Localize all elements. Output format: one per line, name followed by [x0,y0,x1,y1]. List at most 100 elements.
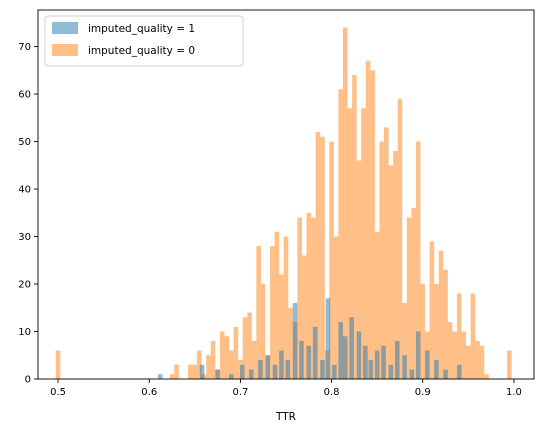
bar-imputed-quality-1 [272,364,278,379]
bar-imputed-quality-0 [447,322,453,379]
bar-imputed-quality-0 [461,331,467,379]
bar-imputed-quality-1 [157,374,163,379]
y-tick-label: 0 [25,375,31,386]
bar-imputed-quality-1 [292,303,298,379]
y-tick-label: 40 [18,185,31,196]
bar-imputed-quality-0 [434,284,439,379]
y-tick-label: 20 [18,280,31,291]
x-tick-label: 1.0 [506,387,522,398]
bar-imputed-quality-1 [258,360,263,379]
bar-imputed-quality-0 [479,345,485,379]
bar-imputed-quality-1 [415,331,421,379]
bar-imputed-quality-0 [379,141,385,379]
bar-imputed-quality-0 [329,141,334,379]
bar-imputed-quality-1 [229,374,234,379]
bar-imputed-quality-1 [285,360,291,379]
bar-imputed-quality-0 [388,165,394,379]
bar-imputed-quality-0 [443,269,448,379]
bar-imputed-quality-0 [452,331,457,379]
bar-imputed-quality-0 [311,217,316,379]
legend: imputed_quality = 1 imputed_quality = 0 [44,15,244,67]
bar-imputed-quality-1 [320,360,325,379]
bar-imputed-quality-0 [270,246,275,379]
bar-imputed-quality-0 [224,336,230,379]
bar-imputed-quality-0 [315,132,321,379]
bar-imputed-quality-0 [384,127,389,379]
bar-imputed-quality-0 [320,136,325,379]
bar-imputed-quality-1 [199,364,205,379]
bar-imputed-quality-1 [363,345,368,379]
bar-imputed-quality-0 [219,331,225,379]
bar-imputed-quality-0 [361,108,366,379]
x-tick-label: 0.7 [232,387,248,398]
bar-imputed-quality-1 [325,298,331,379]
legend-label-imputed-quality-0: imputed_quality = 0 [88,45,195,57]
bar-imputed-quality-0 [306,212,312,379]
bar-imputed-quality-1 [356,331,362,379]
y-tick-label: 60 [18,90,31,101]
bar-imputed-quality-0 [55,350,61,379]
bar-imputed-quality-0 [374,231,380,379]
bar-imputed-quality-0 [429,241,435,379]
bar-imputed-quality-0 [352,75,357,379]
bar-imputed-quality-1 [368,360,374,379]
bar-imputed-quality-1 [306,345,312,379]
bar-imputed-quality-0 [466,345,471,379]
x-tick-label: 0.5 [50,387,66,398]
bar-imputed-quality-0 [301,255,307,379]
bar-imputed-quality-0 [420,284,426,379]
legend-box [44,15,244,67]
bar-imputed-quality-0 [484,374,489,379]
bar-imputed-quality-0 [260,284,266,379]
y-tick-label: 70 [18,42,31,53]
legend-swatch-imputed-quality-1 [52,22,78,34]
bar-imputed-quality-0 [274,231,280,379]
bar-imputed-quality-1 [279,350,284,379]
y-tick-label: 50 [18,137,31,148]
bar-imputed-quality-0 [356,160,362,379]
bar-imputed-quality-1 [381,345,386,379]
x-tick-label: 0.8 [324,387,340,398]
bar-imputed-quality-0 [370,70,375,379]
bar-imputed-quality-0 [283,236,289,379]
bar-imputed-quality-1 [394,341,400,379]
bar-imputed-quality-0 [187,364,193,379]
plot-frame [37,9,535,380]
bar-imputed-quality-1 [402,355,407,379]
x-tick-label: 0.6 [141,387,157,398]
bar-imputed-quality-0 [406,217,412,379]
y-tick-label: 30 [18,232,31,243]
bar-imputed-quality-1 [443,369,448,379]
y-axis: 0 10 20 30 40 50 60 70 [18,42,38,386]
bar-imputed-quality-0 [174,364,179,379]
bar-imputed-quality-1 [388,364,394,379]
bar-imputed-quality-0 [297,217,302,379]
bar-imputed-quality-0 [206,355,211,379]
bar-imputed-quality-0 [393,151,398,379]
bar-imputed-quality-1 [374,350,380,379]
bars-layer [55,27,512,380]
bar-imputed-quality-1 [299,341,304,379]
bar-imputed-quality-0 [338,89,343,379]
legend-swatch-imputed-quality-0 [52,44,78,56]
bar-imputed-quality-0 [169,374,175,379]
x-axis: 0.5 0.6 0.7 0.8 0.9 1.0 [50,379,522,398]
bar-imputed-quality-0 [233,326,239,379]
bar-imputed-quality-1 [249,369,254,379]
bar-imputed-quality-1 [342,336,348,379]
bar-imputed-quality-1 [456,364,462,379]
bar-imputed-quality-0 [402,303,407,379]
bar-imputed-quality-0 [456,293,462,379]
bar-imputed-quality-0 [229,350,234,379]
bar-imputed-quality-1 [349,317,354,379]
bar-imputed-quality-1 [332,364,337,379]
y-tick-label: 10 [18,327,31,338]
bar-imputed-quality-1 [434,360,439,379]
bar-imputed-quality-0 [470,293,476,379]
bar-imputed-quality-0 [192,364,198,379]
bar-imputed-quality-0 [342,27,348,379]
bar-imputed-quality-1 [265,355,271,379]
bar-imputed-quality-0 [507,350,512,379]
bar-imputed-quality-0 [347,108,353,379]
